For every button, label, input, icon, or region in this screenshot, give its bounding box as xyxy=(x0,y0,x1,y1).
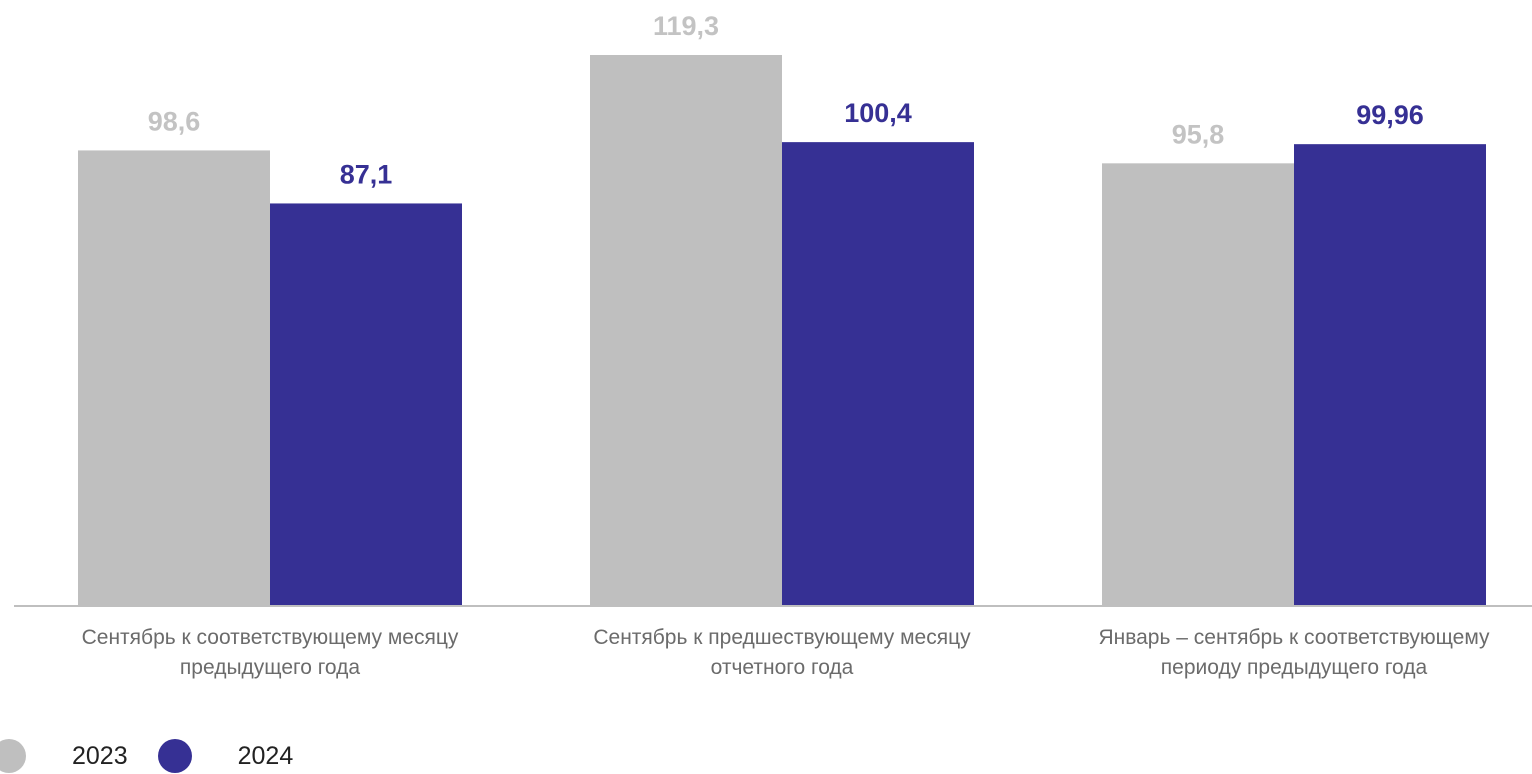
bar-2024-1 xyxy=(782,142,974,605)
bar-2024-0 xyxy=(270,203,462,606)
category-label-0-line-1: предыдущего года xyxy=(180,656,360,679)
legend-label-2023: 2023 xyxy=(72,741,128,770)
data-label-2024-1: 100,4 xyxy=(844,98,912,128)
legend-item-2023: 2023 xyxy=(0,739,128,773)
category-label-1-line-0: Сентябрь к предшествующему месяцу xyxy=(593,626,971,649)
legend-swatch-2023 xyxy=(0,739,26,773)
data-label-2024-2: 99,96 xyxy=(1356,100,1424,130)
legend-label-2024: 2024 xyxy=(237,741,294,770)
bar-2024-2 xyxy=(1294,144,1486,605)
data-label-2024-0: 87,1 xyxy=(340,159,393,189)
data-label-2023-0: 98,6 xyxy=(148,106,201,136)
legend: 2023 2024 xyxy=(0,738,323,774)
category-label-0-line-0: Сентябрь к соответствующему месяцу xyxy=(82,626,459,649)
legend-swatch-2024 xyxy=(157,739,192,773)
category-label-1-line-1: отчетного года xyxy=(711,656,854,679)
data-label-2023-1: 119,3 xyxy=(653,11,719,41)
bar-chart: 98,6 87,1 Сентябрь к соответствующему меся… xyxy=(14,11,1532,679)
category-label-2-line-0: Январь – сентябрь к соответствующему xyxy=(1098,626,1490,649)
bar-2023-0 xyxy=(78,150,270,605)
data-label-2023-2: 95,8 xyxy=(1172,119,1225,149)
bar-2023-2 xyxy=(1102,163,1294,605)
legend-item-2024: 2024 xyxy=(157,739,294,773)
category-label-2-line-1: периоду предыдущего года xyxy=(1161,656,1428,679)
bar-2023-1 xyxy=(590,55,782,605)
